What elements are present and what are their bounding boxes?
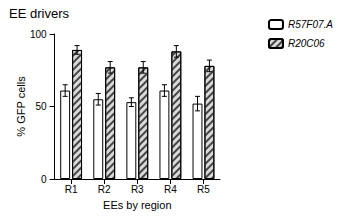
svg-text:R5: R5	[197, 184, 210, 195]
svg-text:% GFP cells: % GFP cells	[15, 76, 27, 137]
svg-text:R4: R4	[164, 184, 177, 195]
svg-text:100: 100	[30, 29, 47, 40]
svg-text:50: 50	[35, 101, 47, 112]
svg-text:R2: R2	[98, 184, 111, 195]
svg-text:R57F07.A: R57F07.A	[288, 19, 333, 30]
svg-text:EEs by region: EEs by region	[103, 199, 171, 211]
svg-text:EE drivers: EE drivers	[9, 6, 69, 21]
svg-text:0: 0	[41, 174, 47, 185]
svg-text:R3: R3	[131, 184, 144, 195]
svg-text:R20C06: R20C06	[288, 38, 325, 49]
svg-text:R1: R1	[65, 184, 78, 195]
